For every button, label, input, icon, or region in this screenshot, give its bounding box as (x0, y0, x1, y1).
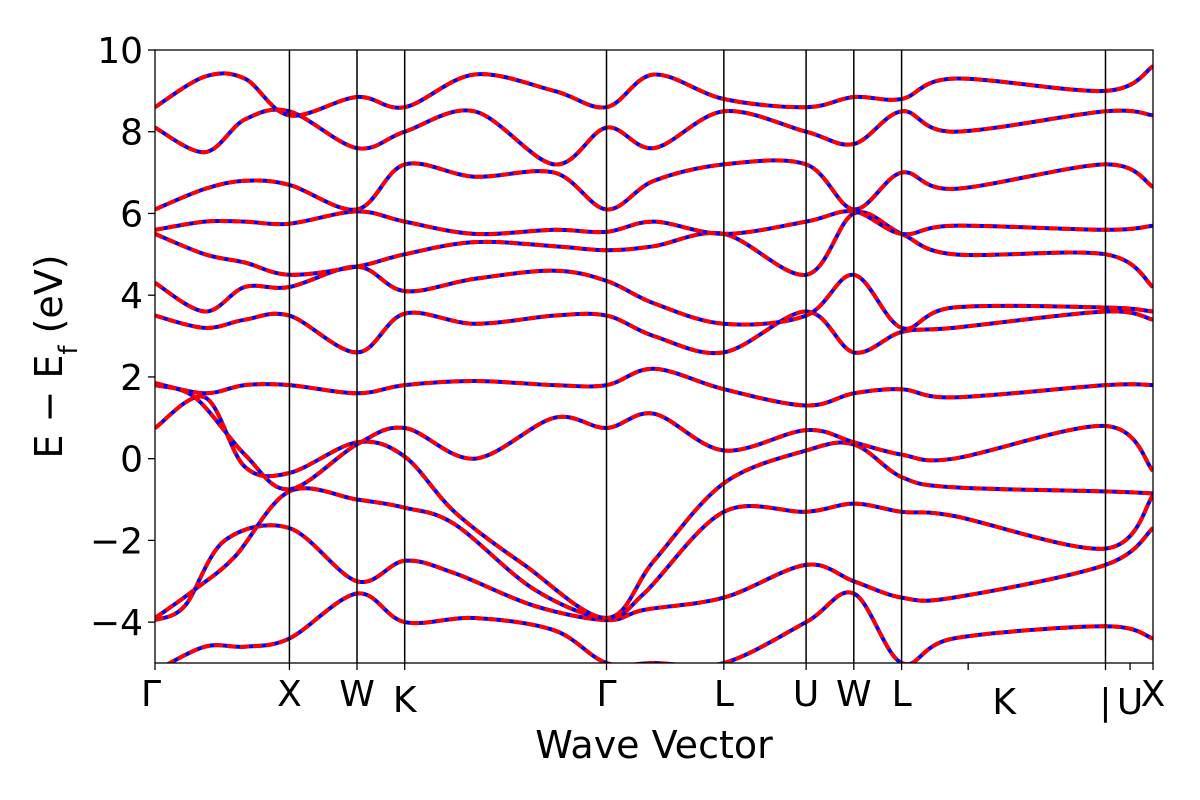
x-tick-label-0: Γ (141, 674, 161, 715)
x-tick-label-7: W (836, 674, 872, 715)
y-axis-label-subscript: f (54, 345, 84, 355)
band-lines (155, 64, 1153, 663)
band-5-overlay (155, 309, 1153, 356)
x-tick-label-10: | (1099, 682, 1111, 723)
y-axis-label: E − Ef (eV) (27, 254, 84, 458)
band-3-overlay (155, 383, 1153, 492)
x-axis-label: Wave Vector (535, 723, 773, 767)
x-tick-label-12: X (1141, 674, 1166, 715)
band-3-reference (155, 383, 1153, 492)
kpoint-lines (288, 50, 1107, 663)
y-tick-label-2: 6 (120, 194, 143, 235)
y-tick-label-7: −4 (90, 603, 143, 644)
x-tick-label-11: U (1117, 682, 1143, 723)
x-tick-label-3: K (393, 680, 418, 721)
y-tick-label-3: 4 (120, 276, 143, 317)
band-7-overlay (155, 210, 1153, 289)
plot-frame (154, 49, 1154, 664)
x-ticks: Γ X W K Γ L U W L K | UX (141, 663, 1165, 723)
band-4-overlay (155, 366, 1153, 408)
band-0-overlay (155, 523, 1153, 623)
y-tick-label-5: 0 (120, 440, 143, 481)
x-tick-label-1: X (277, 674, 302, 715)
band-5-reference (155, 309, 1153, 356)
band-11-overlay (155, 64, 1153, 118)
x-tick-label-4: Γ (596, 674, 616, 715)
y-tick-label-4: 2 (120, 358, 143, 399)
y-tick-label-6: −2 (90, 521, 143, 562)
band-12-overlay (165, 590, 1153, 663)
y-tick-label-1: 8 (120, 113, 143, 154)
band-10-overlay (155, 107, 1153, 167)
band-9-reference (155, 158, 1153, 212)
x-tick-label-5: L (714, 674, 734, 715)
y-ticks: 10 8 6 4 2 0 −2 −4 (90, 31, 155, 644)
y-axis-label-unit: (eV) (27, 254, 71, 345)
y-axis-label-main: E − E (27, 355, 71, 459)
y-tick-label-0: 10 (97, 31, 143, 72)
x-tick-label-2: W (339, 674, 375, 715)
band-9-overlay (155, 158, 1153, 212)
x-tick-label-8: L (892, 674, 912, 715)
band-1-reference (155, 486, 1153, 621)
x-tick-label-6: U (793, 674, 819, 715)
x-tick-label-9: K (992, 682, 1017, 723)
band-8-overlay (155, 209, 1153, 237)
band-1-overlay (155, 486, 1153, 621)
